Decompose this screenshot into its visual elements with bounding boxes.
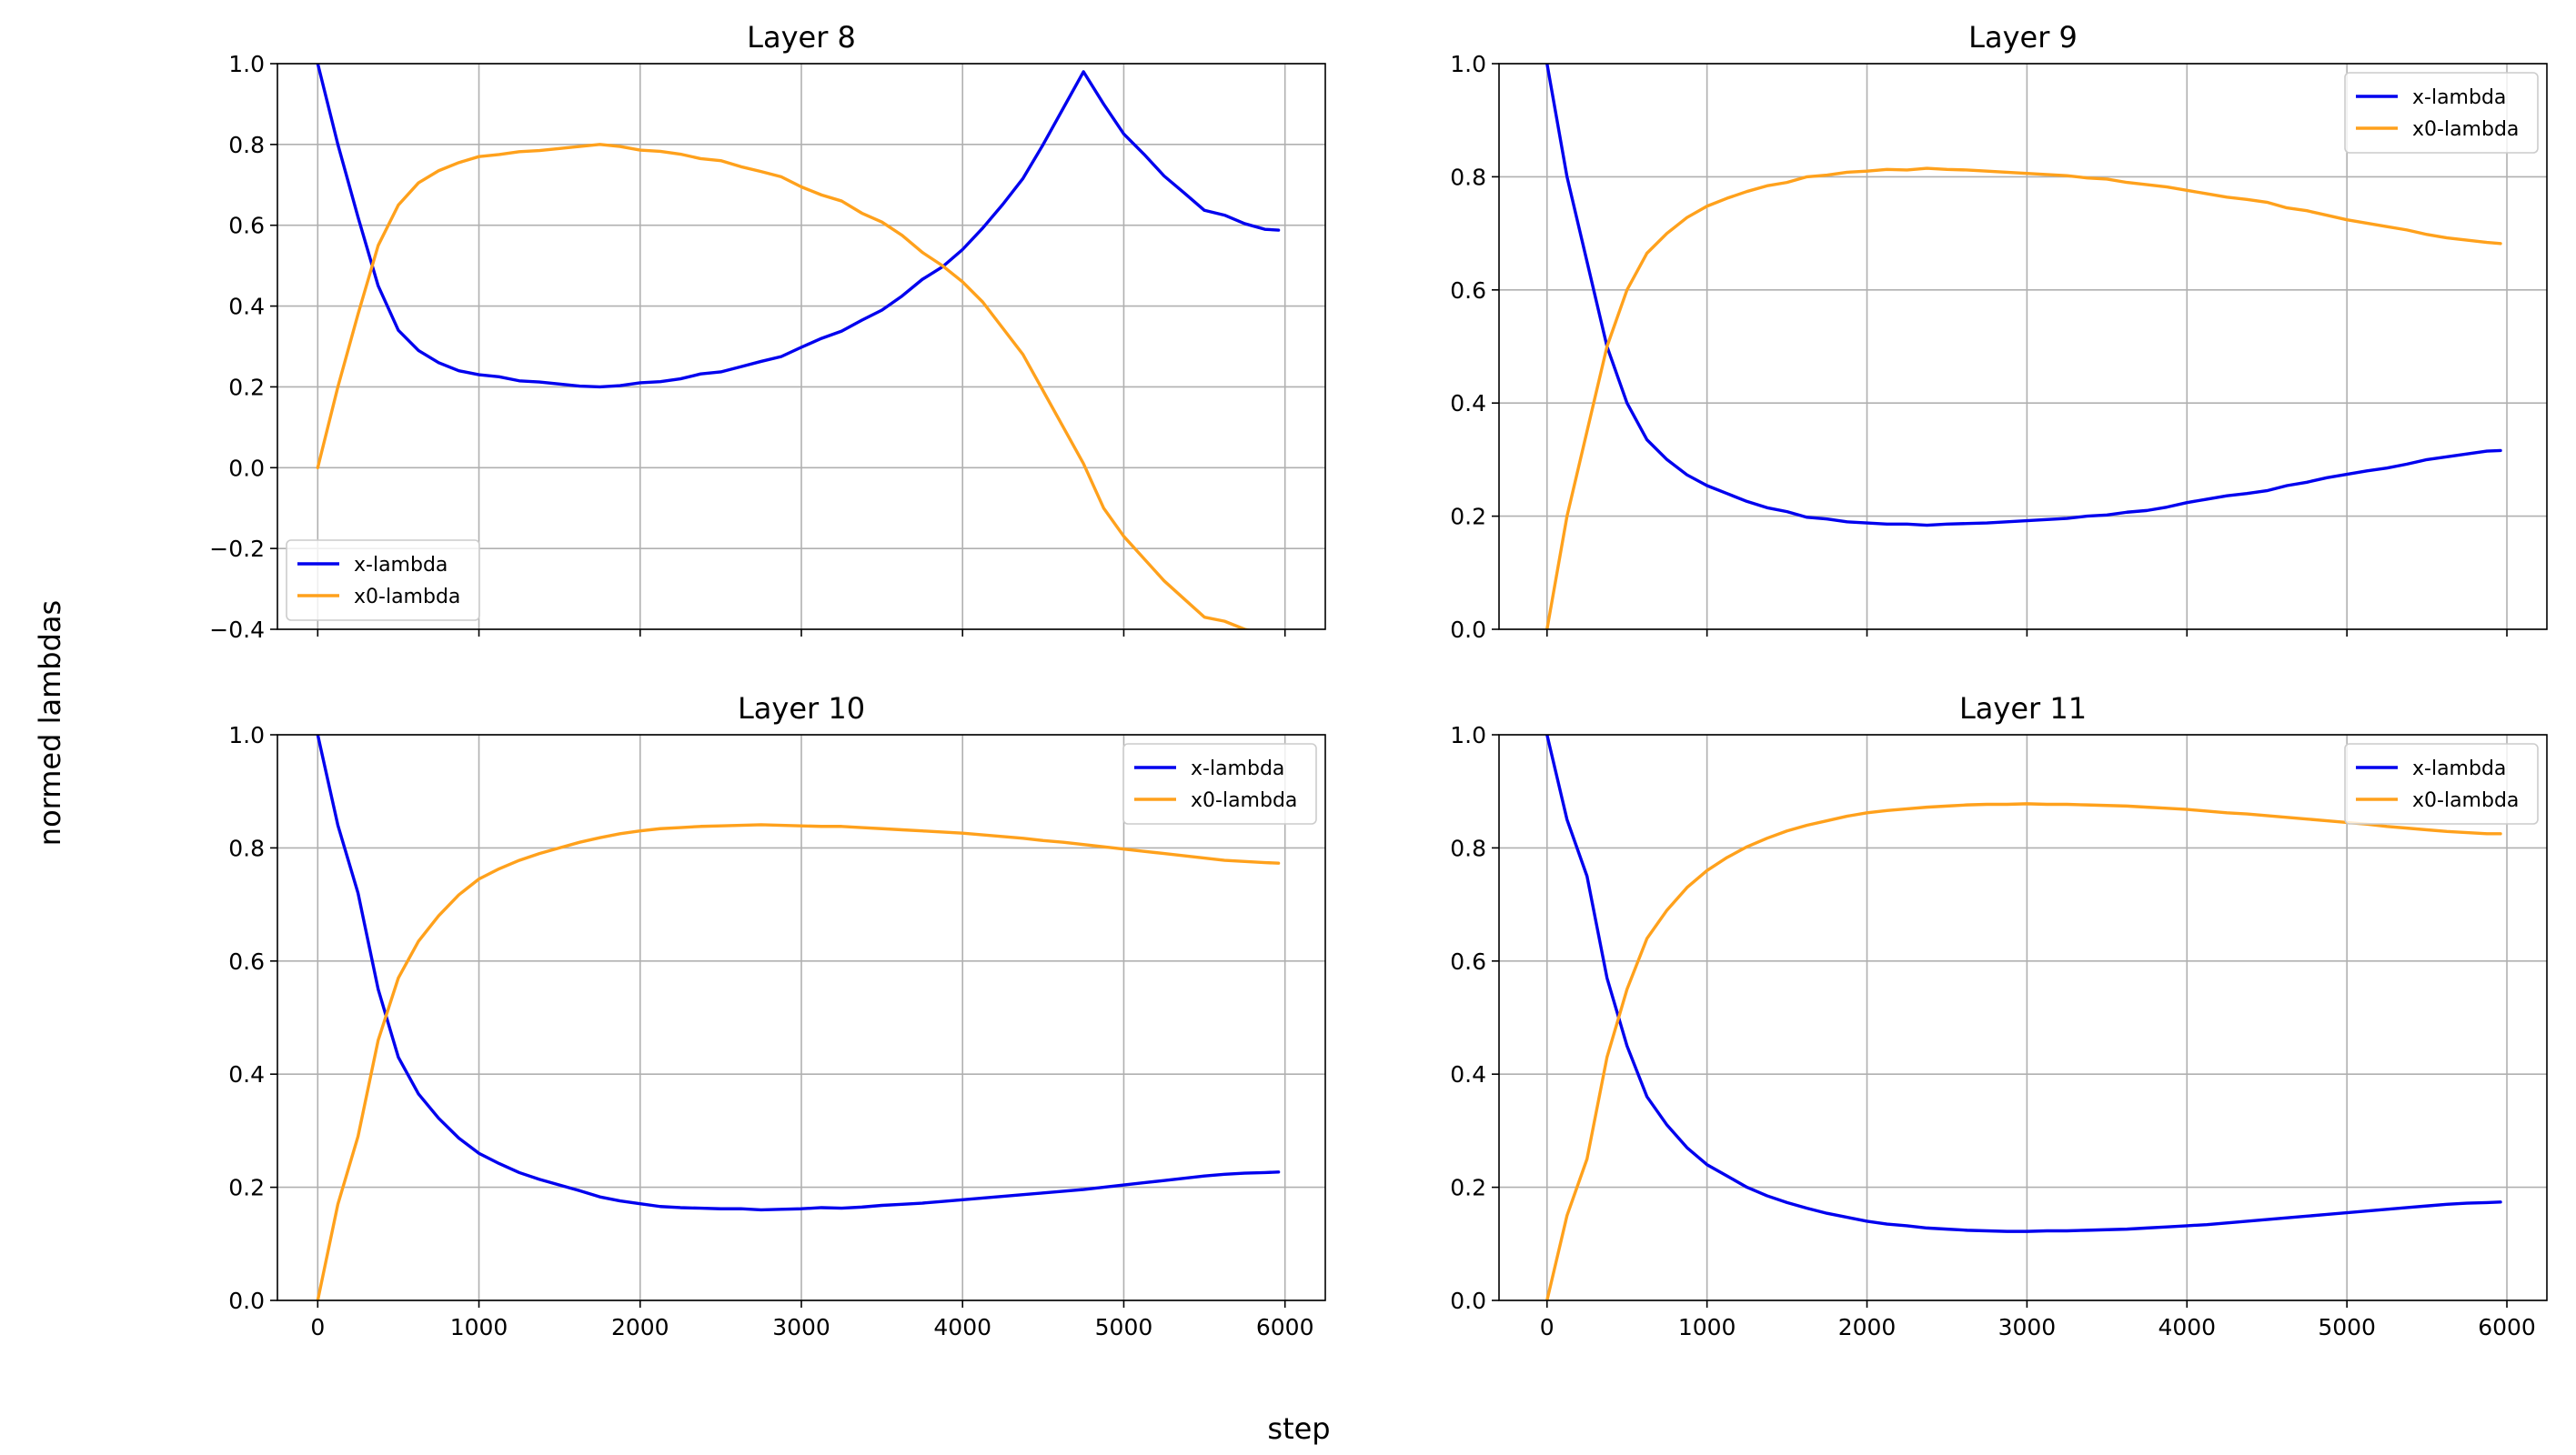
chart-panel-2: 0.0 0.2 0.4 0.6 0.8 1.0 Layer 9 x-lambda x0-lamb… <box>1450 20 2548 643</box>
y-tick-label: 0.8 <box>228 835 265 861</box>
legend-label-x0-lambda: x0-lambda <box>354 586 460 608</box>
y-tick-label: 0.4 <box>228 294 265 320</box>
panels: −0.4 −0.2 0.0 0.2 0.4 0.6 0.8 1.0 Layer 8 x-lambd… <box>209 20 2548 1340</box>
legend-frame <box>2344 743 2539 825</box>
y-tick-label: 0.0 <box>228 455 265 481</box>
x-tick-label: 0 <box>1540 1314 1555 1340</box>
y-tick-label: 0.2 <box>228 1175 265 1201</box>
panel-title: Layer 11 <box>1959 691 2087 726</box>
x-tick-label: 5000 <box>2318 1314 2376 1340</box>
x-tick-label: 1000 <box>1678 1314 1736 1340</box>
x-tick-label: 4000 <box>933 1314 991 1340</box>
legend-label-x-lambda: x-lambda <box>2412 758 2506 780</box>
plot-frame <box>1498 63 2548 630</box>
figure-xlabel: step <box>1267 1411 1330 1446</box>
legend-frame <box>1122 743 1317 825</box>
series-line-x-lambda <box>1545 64 2502 527</box>
y-tick-label: −0.2 <box>209 536 265 562</box>
y-tick-label: 1.0 <box>1450 722 1486 748</box>
y-tick-label: 0.6 <box>228 213 265 239</box>
chart-panel-4: 0 1000 2000 3000 4000 5000 6000 0.0 0.2 0.4 0.6 0.8… <box>1450 691 2548 1340</box>
series-line-x0-lambda <box>316 823 1281 1300</box>
x-tick-label: 6000 <box>1256 1314 1314 1340</box>
y-tick-label: 1.0 <box>228 722 265 748</box>
y-tick-label: 1.0 <box>1450 51 1486 77</box>
y-tick-label: 0.2 <box>1450 504 1486 530</box>
x-tick-label: 1000 <box>450 1314 508 1340</box>
x-tick-label: 3000 <box>772 1314 830 1340</box>
y-tick-label: 0.6 <box>1450 948 1486 975</box>
panel-title: Layer 8 <box>747 20 856 55</box>
legend-frame <box>2344 72 2539 154</box>
legend-label-x0-lambda: x0-lambda <box>2412 118 2519 141</box>
series-line-x0-lambda <box>316 143 1253 629</box>
y-tick-label: 0.4 <box>228 1061 265 1088</box>
legend: x-lambda x0-lambda <box>2344 72 2539 154</box>
y-tick-label: 0.4 <box>1450 390 1486 416</box>
legend: x-lambda x0-lambda <box>1122 743 1317 825</box>
y-tick-label: 0.8 <box>1450 164 1486 190</box>
legend-label-x-lambda: x-lambda <box>1191 758 1284 780</box>
series-line-x-lambda <box>316 735 1281 1212</box>
x-tick-label: 2000 <box>1838 1314 1897 1340</box>
series-line-x0-lambda <box>1545 166 2502 629</box>
y-tick-label: −0.4 <box>209 617 265 643</box>
x-tick-label: 6000 <box>2478 1314 2536 1340</box>
legend: x-lambda x0-lambda <box>2344 743 2539 825</box>
x-tick-label: 3000 <box>1998 1314 2057 1340</box>
series-line-x-lambda <box>316 64 1281 389</box>
panel-title: Layer 9 <box>1968 20 2078 55</box>
legend-frame <box>286 539 480 621</box>
y-tick-label: 0.2 <box>228 374 265 400</box>
y-tick-label: 1.0 <box>228 51 265 77</box>
y-tick-label: 0.8 <box>1450 835 1486 861</box>
x-tick-label: 4000 <box>2158 1314 2216 1340</box>
legend-label-x-lambda: x-lambda <box>354 554 448 577</box>
legend-label-x0-lambda: x0-lambda <box>1191 789 1297 812</box>
y-tick-label: 0.6 <box>1450 277 1486 304</box>
y-tick-label: 0.0 <box>228 1288 265 1314</box>
legend: x-lambda x0-lambda <box>286 539 480 621</box>
y-tick-label: 0.2 <box>1450 1175 1486 1201</box>
y-tick-label: 0.8 <box>228 132 265 158</box>
panel-title: Layer 10 <box>738 691 865 726</box>
x-tick-label: 5000 <box>1095 1314 1153 1340</box>
legend-label-x-lambda: x-lambda <box>2412 86 2506 109</box>
figure-ylabel: normed lambdas <box>33 600 67 846</box>
y-tick-label: 0.0 <box>1450 1288 1486 1314</box>
y-tick-label: 0.4 <box>1450 1061 1486 1088</box>
y-tick-label: 0.6 <box>228 948 265 975</box>
plot-frame <box>1498 734 2548 1301</box>
x-tick-label: 0 <box>310 1314 325 1340</box>
legend-label-x0-lambda: x0-lambda <box>2412 789 2519 812</box>
chart-panel-1: −0.4 −0.2 0.0 0.2 0.4 0.6 0.8 1.0 Layer 8 x-lambd… <box>209 20 1326 643</box>
y-tick-label: 0.0 <box>1450 617 1486 643</box>
chart-panel-3: 0 1000 2000 3000 4000 5000 6000 0.0 0.2 0.4 0.6 0.8… <box>228 691 1326 1340</box>
x-tick-label: 2000 <box>611 1314 669 1340</box>
series-line-x-lambda <box>1545 735 2502 1233</box>
